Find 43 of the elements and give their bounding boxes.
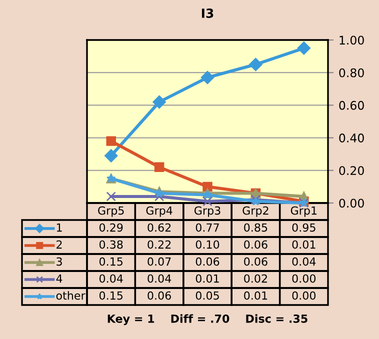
data-label: 0.04 [99, 274, 123, 283]
data-label: 0.38 [99, 240, 123, 249]
data-label: 0.06 [196, 257, 220, 266]
data-label: 0.02 [244, 274, 267, 283]
data-label: 0.15 [99, 257, 122, 266]
data-label: 0.95 [292, 223, 316, 232]
data-label: 0.01 [292, 240, 316, 249]
x-tick-label: Grp1 [290, 206, 317, 217]
y-tick-label: 0.00 [339, 198, 364, 208]
data-label: 0.00 [292, 291, 316, 300]
data-label: 0.10 [196, 240, 220, 249]
data-label: 0.01 [244, 291, 268, 300]
y-tick-label: 0.40 [339, 134, 364, 142]
data-label: 0.07 [148, 257, 171, 266]
data-label: 0.62 [148, 223, 171, 232]
data-label: 0.06 [244, 240, 268, 249]
data-label: 0.01 [196, 274, 219, 283]
legend-label: 2 [56, 240, 62, 249]
y-tick-label: 1.00 [340, 36, 364, 45]
legend-label: other [56, 291, 86, 300]
y-tick-label: 0.20 [339, 166, 364, 176]
y-tick-label: 0.80 [339, 68, 364, 78]
chart-title: I3 [202, 8, 214, 18]
data-label: 0.22 [148, 240, 171, 249]
data-label: 0.04 [292, 257, 316, 266]
x-tick-label: Grp3 [194, 206, 220, 217]
legend-label: 4 [56, 274, 62, 283]
data-label: 0.04 [148, 274, 172, 283]
y-tick-label: 0.60 [339, 100, 364, 110]
data-label: 0.77 [196, 223, 219, 232]
data-label: 0.85 [244, 223, 268, 232]
x-tick-label: Grp2 [242, 206, 268, 217]
data-label: 0.05 [196, 291, 219, 300]
legend-label: 1 [56, 223, 62, 232]
data-label: 0.06 [244, 257, 268, 266]
data-label: 0.00 [292, 274, 316, 283]
text: Key = 1 Diff = .70 Disc = .35 [108, 314, 308, 326]
data-label: 0.29 [99, 223, 123, 232]
data-label: 0.15 [99, 291, 122, 300]
data-label: 0.06 [148, 291, 171, 300]
legend-label: 3 [56, 257, 62, 266]
x-tick-label: Grp4 [146, 206, 172, 217]
x-tick-label: Grp5 [98, 206, 124, 217]
